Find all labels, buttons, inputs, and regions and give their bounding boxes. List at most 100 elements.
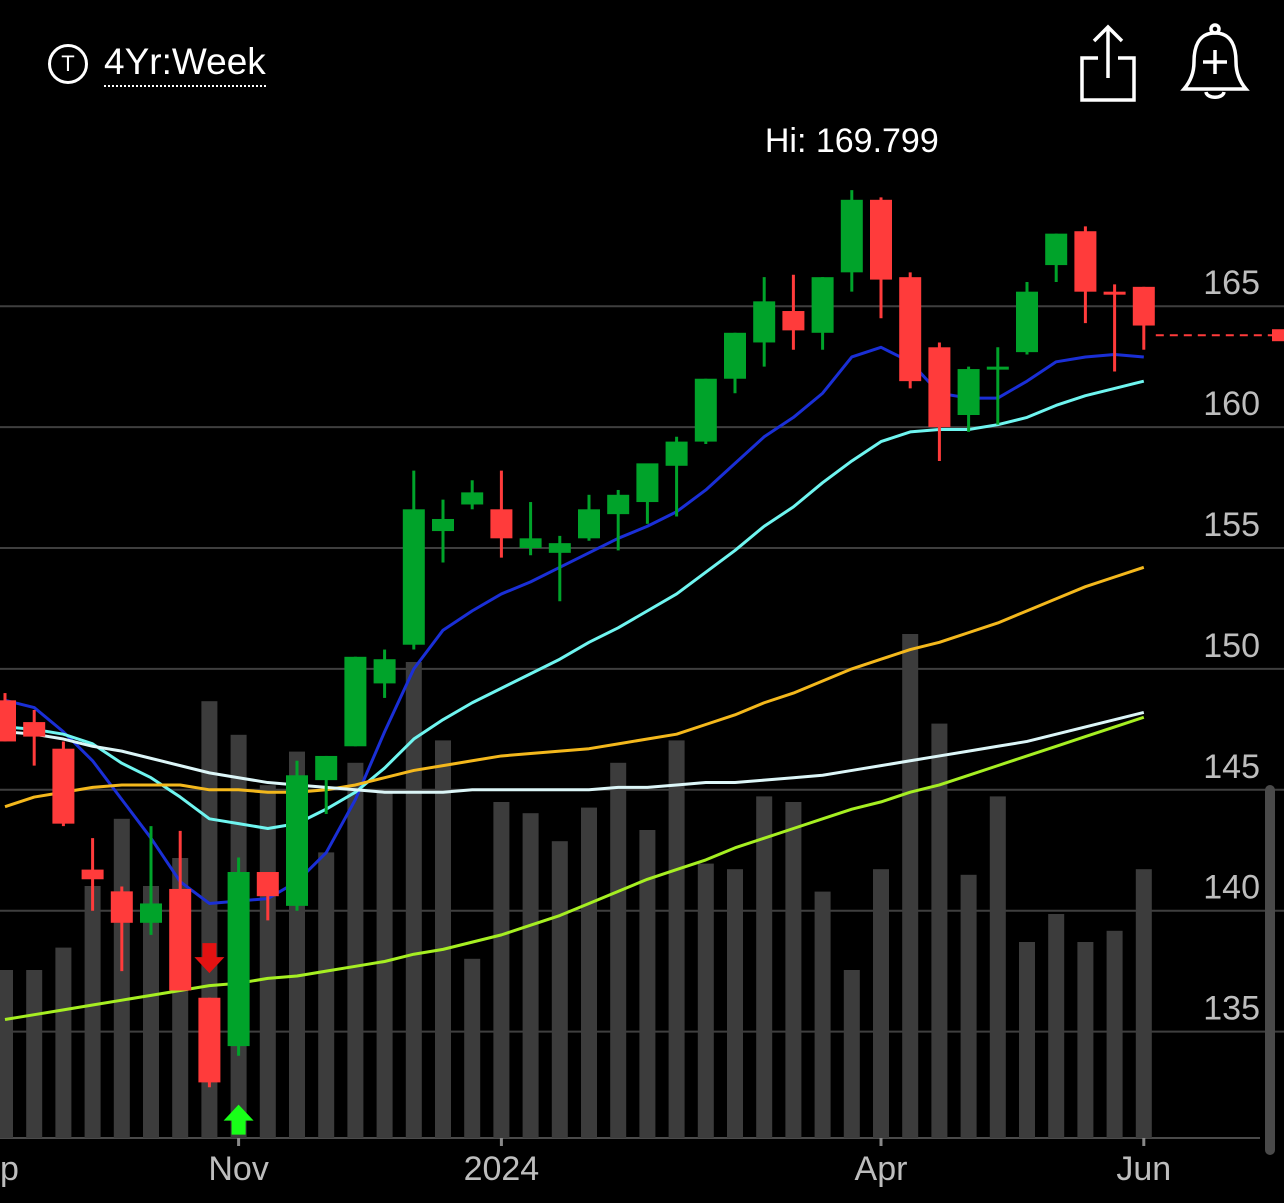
- volume-bar: [405, 662, 422, 1138]
- candle-body: [811, 277, 834, 333]
- y-tick-label: 135: [1203, 990, 1260, 1028]
- candle-body: [344, 656, 367, 747]
- volume-bar: [756, 796, 773, 1138]
- volume-bar: [113, 818, 130, 1138]
- volume-bar: [610, 762, 627, 1138]
- volume-bar: [727, 869, 743, 1138]
- candle-body: [169, 888, 192, 991]
- candle-body: [256, 872, 279, 897]
- volume-bar: [668, 740, 685, 1138]
- volume-bar: [785, 802, 802, 1138]
- trade-signals: [194, 943, 254, 1135]
- axis-labels: 135 140 145 150 155 160 165 Hi: 169.799 p Nov 2024…: [0, 122, 1260, 1188]
- volume-bar: [1077, 942, 1094, 1138]
- y-tick-label: 150: [1203, 627, 1260, 665]
- moving-average-line: [4, 710, 1145, 794]
- volume-bar: [259, 785, 276, 1138]
- volume-bar: [143, 886, 159, 1138]
- candle-body: [227, 872, 250, 1047]
- candle-body: [198, 997, 221, 1083]
- candle-body: [578, 509, 600, 539]
- period-selector[interactable]: T 4Yr:Week: [48, 38, 266, 90]
- volume-bar: [26, 970, 43, 1138]
- candle-body: [432, 518, 454, 532]
- volume-bar: [551, 841, 568, 1138]
- candle-body: [490, 509, 513, 539]
- volume-bar: [581, 807, 597, 1138]
- share-icon: [1080, 24, 1136, 102]
- candle-body: [753, 301, 776, 343]
- candle-body: [315, 755, 338, 781]
- volume-bar: [902, 634, 919, 1138]
- candle-body: [1074, 231, 1097, 292]
- candle-body: [724, 332, 746, 379]
- candle-body: [636, 463, 659, 503]
- volume-bar: [522, 813, 539, 1138]
- candle-body: [694, 378, 717, 442]
- price-alert-button[interactable]: [1180, 22, 1250, 104]
- candle-body: [782, 311, 805, 331]
- period-label[interactable]: 4Yr:Week: [104, 41, 266, 87]
- volume-bar: [1019, 942, 1035, 1138]
- volume-bar: [960, 874, 977, 1138]
- candle-body: [870, 199, 892, 280]
- buy-signal-arrow: [223, 1104, 254, 1135]
- volume-bar: [873, 869, 889, 1138]
- candle-body: [373, 659, 396, 684]
- x-tick-label: p: [0, 1150, 19, 1188]
- candle-body: [1016, 291, 1038, 353]
- y-tick-label: 165: [1203, 264, 1260, 302]
- volume-bar: [464, 958, 481, 1138]
- chart-scrollbar[interactable]: [1265, 785, 1275, 1155]
- candle-body: [519, 538, 542, 548]
- volume-bar: [639, 830, 656, 1138]
- candle-body: [1103, 291, 1126, 295]
- share-button[interactable]: [1076, 22, 1140, 104]
- x-tick-label: Apr: [855, 1150, 908, 1188]
- bell-plus-icon: [1180, 23, 1250, 99]
- candle-body: [840, 199, 863, 273]
- candle-body: [402, 509, 425, 645]
- y-tick-label: 160: [1203, 385, 1260, 423]
- volume-bar: [84, 886, 101, 1138]
- y-tick-label: 155: [1203, 506, 1260, 544]
- period-type-icon: T: [48, 44, 88, 84]
- volume-bar: [376, 790, 393, 1138]
- volume-bar: [55, 947, 72, 1138]
- volume-bar: [697, 863, 714, 1138]
- volume-bar: [493, 802, 510, 1138]
- volume-bar: [435, 740, 451, 1138]
- candle-body: [1132, 286, 1155, 326]
- volume-bar: [1106, 930, 1123, 1138]
- volume-bar: [843, 970, 860, 1138]
- high-price-label: Hi: 169.799: [765, 122, 939, 160]
- candle-body: [1045, 233, 1068, 266]
- volume-bar: [347, 762, 364, 1138]
- volume-bar: [1048, 914, 1065, 1138]
- candlesticks: [0, 190, 1155, 1088]
- candle-body: [140, 903, 162, 923]
- volume-bar: [931, 723, 948, 1138]
- candle-body: [110, 891, 133, 923]
- last-price-tag: [1272, 329, 1284, 342]
- candle-body: [461, 492, 484, 505]
- candle-body: [0, 700, 16, 742]
- x-tick-label: Jun: [1116, 1150, 1171, 1188]
- moving-average-line: [4, 715, 1145, 1021]
- price-chart[interactable]: 135 140 145 150 155 160 165 Hi: 169.799 p Nov 2024…: [0, 120, 1284, 1203]
- candle-body: [81, 869, 104, 880]
- moving-average-line: [4, 345, 1144, 905]
- candle-body: [665, 441, 688, 466]
- candle-body: [548, 543, 571, 553]
- sell-signal-arrow: [194, 943, 225, 974]
- x-tick-label: Nov: [208, 1150, 268, 1188]
- volume-bars: [0, 634, 1152, 1138]
- candle-body: [286, 775, 308, 906]
- volume-bar: [1135, 869, 1152, 1138]
- candle-body: [928, 347, 951, 428]
- volume-bar: [814, 891, 831, 1138]
- volume-bar: [0, 970, 13, 1138]
- chart-header: T 4Yr:Week: [0, 0, 1284, 120]
- candle-body: [607, 494, 630, 515]
- volume-bar: [318, 852, 335, 1138]
